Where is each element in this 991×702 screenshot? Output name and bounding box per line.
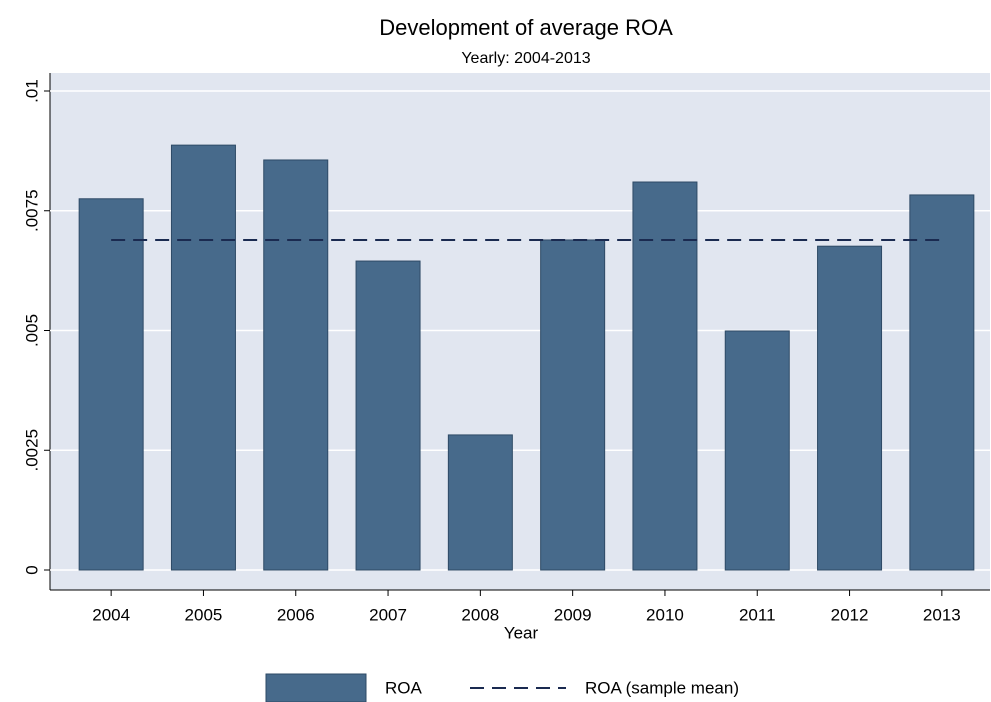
x-tick-label: 2008 — [461, 605, 499, 624]
x-tick-label: 2011 — [739, 605, 776, 624]
bar — [447, 434, 513, 571]
x-tick-label: 2006 — [277, 605, 315, 624]
bar — [263, 159, 329, 571]
y-tick-label: .0075 — [22, 189, 41, 232]
bar — [78, 198, 144, 571]
x-tick-label: 2013 — [923, 605, 961, 624]
bar — [355, 260, 421, 571]
x-tick-label: 2005 — [185, 605, 223, 624]
x-tick-label: 2009 — [554, 605, 592, 624]
bar — [170, 144, 236, 571]
x-tick-label: 2012 — [831, 605, 869, 624]
legend-swatch — [265, 673, 367, 702]
bar — [817, 245, 883, 571]
x-tick-label: 2010 — [646, 605, 684, 624]
y-tick-label: .005 — [22, 314, 41, 347]
x-tick-label: 2007 — [369, 605, 407, 624]
bar — [909, 194, 975, 571]
legend-label: ROA — [385, 678, 423, 697]
chart-subtitle: Yearly: 2004-2013 — [461, 50, 590, 67]
y-tick-label: .01 — [22, 79, 41, 103]
bar — [632, 181, 698, 571]
legend-label: ROA (sample mean) — [585, 678, 739, 697]
bar — [540, 239, 606, 571]
x-axis-label: Year — [504, 623, 539, 642]
y-tick-label: .0025 — [22, 429, 41, 472]
y-tick-label: 0 — [22, 565, 41, 574]
chart-title: Development of average ROA — [379, 15, 673, 40]
bar — [724, 330, 790, 571]
x-tick-label: 2004 — [92, 605, 130, 624]
